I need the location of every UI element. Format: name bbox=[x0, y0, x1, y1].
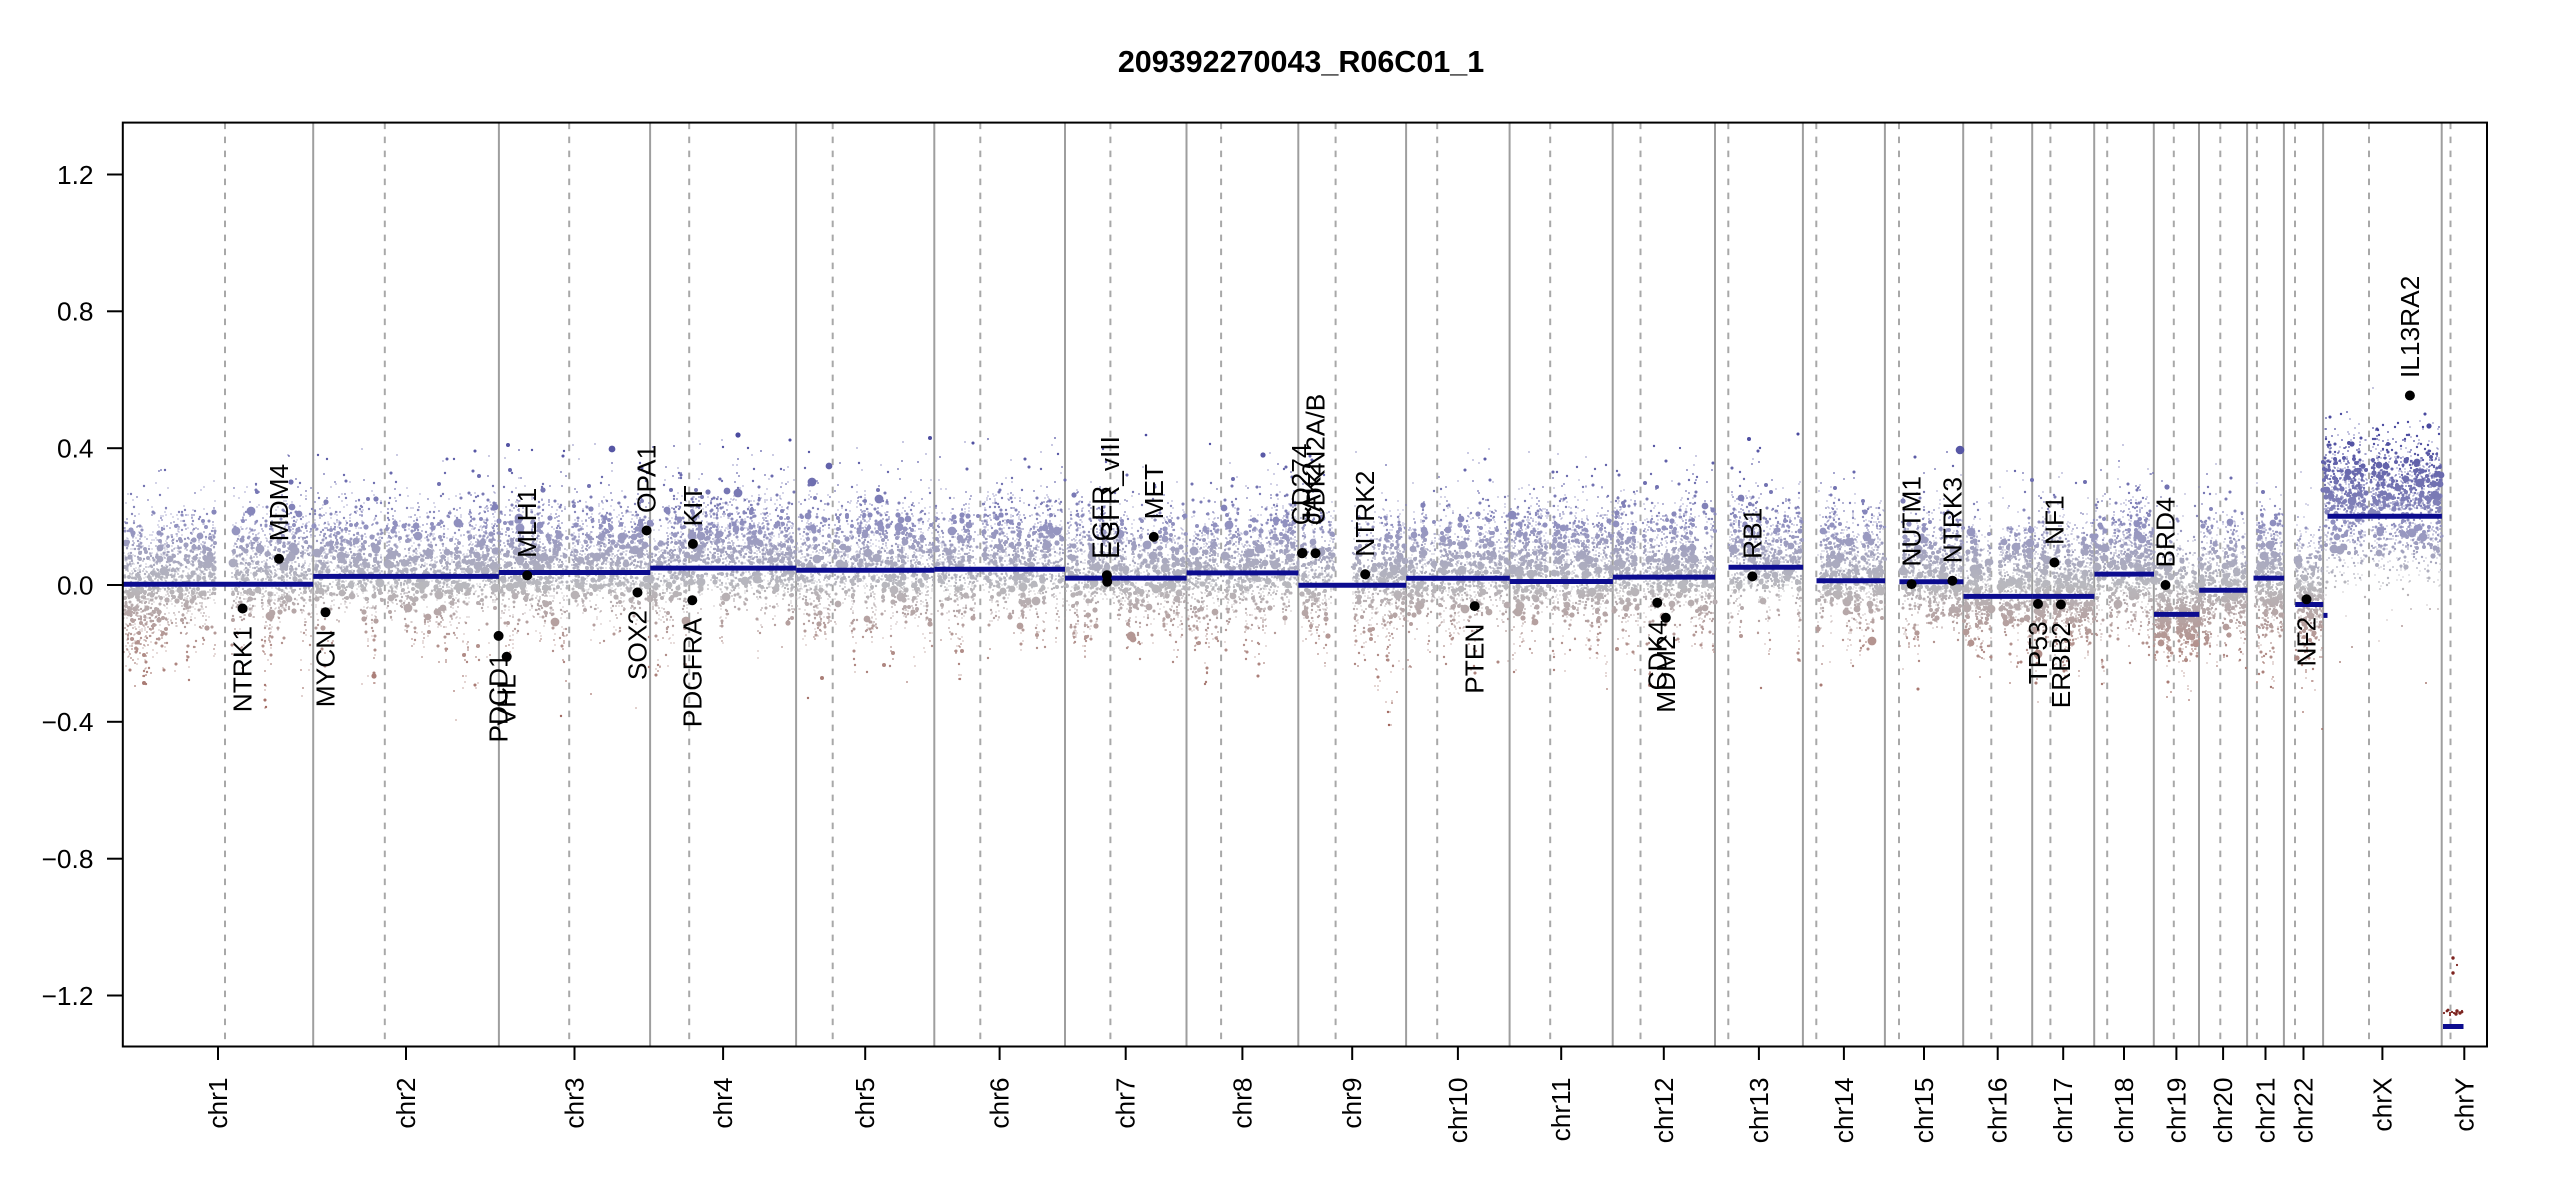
svg-text:EGFR_vIII: EGFR_vIII bbox=[1095, 436, 1125, 559]
svg-text:chr5: chr5 bbox=[850, 1078, 880, 1129]
svg-text:NF1: NF1 bbox=[2039, 495, 2069, 545]
svg-text:chrX: chrX bbox=[2367, 1078, 2397, 1132]
svg-text:chr4: chr4 bbox=[708, 1078, 738, 1129]
svg-text:chr12: chr12 bbox=[1649, 1078, 1679, 1144]
svg-text:0.8: 0.8 bbox=[57, 297, 94, 327]
svg-text:CDKN2A/B: CDKN2A/B bbox=[1301, 394, 1331, 526]
svg-text:chr18: chr18 bbox=[2109, 1078, 2139, 1144]
svg-text:chr6: chr6 bbox=[985, 1078, 1015, 1129]
svg-text:−1.2: −1.2 bbox=[42, 981, 94, 1011]
svg-text:PDCD1: PDCD1 bbox=[484, 653, 514, 742]
svg-text:chr3: chr3 bbox=[560, 1078, 590, 1129]
svg-text:chr10: chr10 bbox=[1443, 1078, 1473, 1144]
svg-text:NF2: NF2 bbox=[2292, 617, 2322, 667]
svg-text:NTRK2: NTRK2 bbox=[1350, 471, 1380, 557]
svg-text:chr14: chr14 bbox=[1829, 1078, 1859, 1144]
svg-text:PTEN: PTEN bbox=[1460, 624, 1490, 694]
svg-text:EGFR: EGFR bbox=[1087, 486, 1117, 559]
svg-text:NUTM1: NUTM1 bbox=[1897, 476, 1927, 567]
svg-text:0.0: 0.0 bbox=[57, 570, 94, 600]
svg-text:chr7: chr7 bbox=[1111, 1078, 1141, 1129]
svg-text:MYCN: MYCN bbox=[311, 630, 341, 707]
svg-text:209392270043_R06C01_1: 209392270043_R06C01_1 bbox=[1118, 45, 1484, 79]
svg-text:TP53: TP53 bbox=[2023, 621, 2053, 684]
svg-text:IL13RA2: IL13RA2 bbox=[2395, 276, 2425, 378]
svg-text:chr9: chr9 bbox=[1337, 1078, 1367, 1129]
svg-text:NTRK3: NTRK3 bbox=[1937, 477, 1967, 563]
svg-text:MDM2: MDM2 bbox=[1651, 635, 1681, 712]
svg-text:KIT: KIT bbox=[678, 485, 708, 526]
svg-text:CDK4: CDK4 bbox=[1642, 620, 1672, 690]
svg-text:chr1: chr1 bbox=[203, 1078, 233, 1129]
svg-text:chr11: chr11 bbox=[1546, 1078, 1576, 1142]
svg-text:PDGFRA: PDGFRA bbox=[677, 617, 707, 727]
svg-text:−0.8: −0.8 bbox=[42, 844, 94, 874]
svg-text:VHL: VHL bbox=[492, 674, 522, 725]
svg-text:MLH1: MLH1 bbox=[512, 488, 542, 558]
svg-text:chr8: chr8 bbox=[1227, 1078, 1257, 1129]
svg-text:chr19: chr19 bbox=[2161, 1078, 2191, 1144]
svg-text:CD274: CD274 bbox=[1286, 443, 1316, 525]
svg-text:OPA1: OPA1 bbox=[632, 445, 662, 513]
svg-text:SOX2: SOX2 bbox=[623, 610, 653, 680]
svg-text:RB1: RB1 bbox=[1737, 508, 1767, 559]
svg-text:chr21: chr21 bbox=[2251, 1078, 2281, 1144]
svg-text:1.2: 1.2 bbox=[57, 160, 94, 190]
svg-text:NTRK1: NTRK1 bbox=[228, 626, 258, 712]
svg-text:ERBB2: ERBB2 bbox=[2046, 622, 2076, 708]
svg-text:BRD4: BRD4 bbox=[2151, 497, 2181, 567]
svg-text:chr13: chr13 bbox=[1744, 1078, 1774, 1144]
svg-text:0.4: 0.4 bbox=[57, 434, 94, 464]
svg-text:chr16: chr16 bbox=[1983, 1078, 2013, 1144]
svg-text:chr20: chr20 bbox=[2208, 1078, 2238, 1144]
svg-text:chrY: chrY bbox=[2449, 1078, 2479, 1132]
svg-text:chr22: chr22 bbox=[2289, 1078, 2319, 1144]
svg-text:chr15: chr15 bbox=[1909, 1078, 1939, 1144]
svg-text:MET: MET bbox=[1139, 464, 1169, 520]
svg-text:MDM4: MDM4 bbox=[264, 464, 294, 541]
svg-text:chr17: chr17 bbox=[2048, 1078, 2078, 1144]
svg-text:JAK2: JAK2 bbox=[1297, 462, 1327, 525]
svg-text:−0.4: −0.4 bbox=[42, 707, 94, 737]
svg-text:chr2: chr2 bbox=[391, 1078, 421, 1129]
